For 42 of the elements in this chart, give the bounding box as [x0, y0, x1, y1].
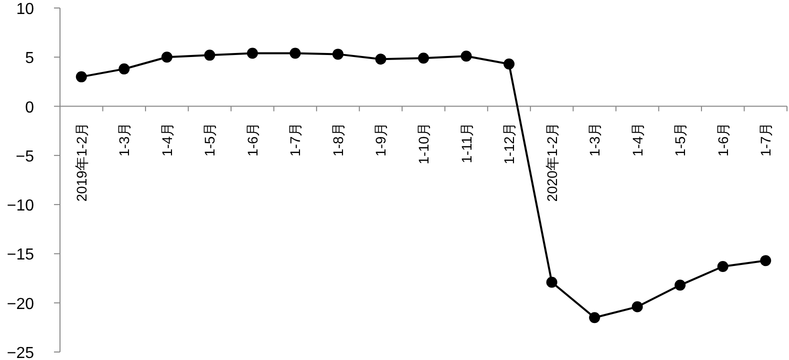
x-tick-label: 1-3月 — [586, 122, 603, 157]
point — [504, 58, 515, 70]
point — [332, 48, 344, 60]
y-tick-label: 0 — [25, 99, 34, 116]
point — [246, 48, 258, 59]
point — [460, 50, 472, 62]
x-tick-label: 1-3月 — [116, 122, 132, 157]
x-tick-label: 1-7月 — [758, 122, 774, 157]
x-tick-label: 1-5月 — [202, 122, 218, 157]
y-tick-label: −25 — [6, 345, 34, 360]
point — [760, 255, 772, 266]
x-tick-label: 1-9月 — [372, 122, 389, 157]
x-tick-label: 1-6月 — [714, 122, 731, 157]
point — [717, 260, 728, 272]
point — [546, 276, 558, 288]
y-tick-label: 10 — [16, 1, 34, 18]
point — [375, 54, 386, 65]
y-tick-label: 5 — [25, 50, 34, 68]
point — [632, 301, 643, 312]
point — [76, 71, 87, 82]
point — [118, 63, 130, 74]
x-tick-label: 1-11月 — [458, 122, 474, 164]
point — [204, 50, 216, 61]
x-tick-label: 1-7月 — [287, 122, 304, 157]
y-tick-label: −5 — [16, 148, 34, 166]
y-tick-label: −20 — [6, 296, 34, 313]
x-tick-label: 2020年1-2月 — [544, 122, 560, 202]
x-tick-label: 1-12月 — [501, 122, 518, 164]
x-tick-label: 1-8月 — [330, 122, 346, 157]
point — [674, 280, 686, 291]
x-tick-label: 1-4月 — [629, 122, 646, 157]
x-tick-label: 1-6月 — [244, 122, 260, 157]
x-tick-label: 1-10月 — [416, 122, 432, 164]
point — [290, 48, 301, 59]
x-tick-label: 2019年1-2月 — [73, 122, 90, 202]
x-tick-label: 1-5月 — [672, 122, 688, 157]
point — [418, 52, 429, 64]
y-tick-label: −10 — [6, 198, 34, 215]
x-tick-label: 1-4月 — [158, 122, 175, 157]
y-tick-label: −15 — [6, 246, 34, 264]
point — [161, 52, 172, 63]
point — [589, 312, 600, 324]
